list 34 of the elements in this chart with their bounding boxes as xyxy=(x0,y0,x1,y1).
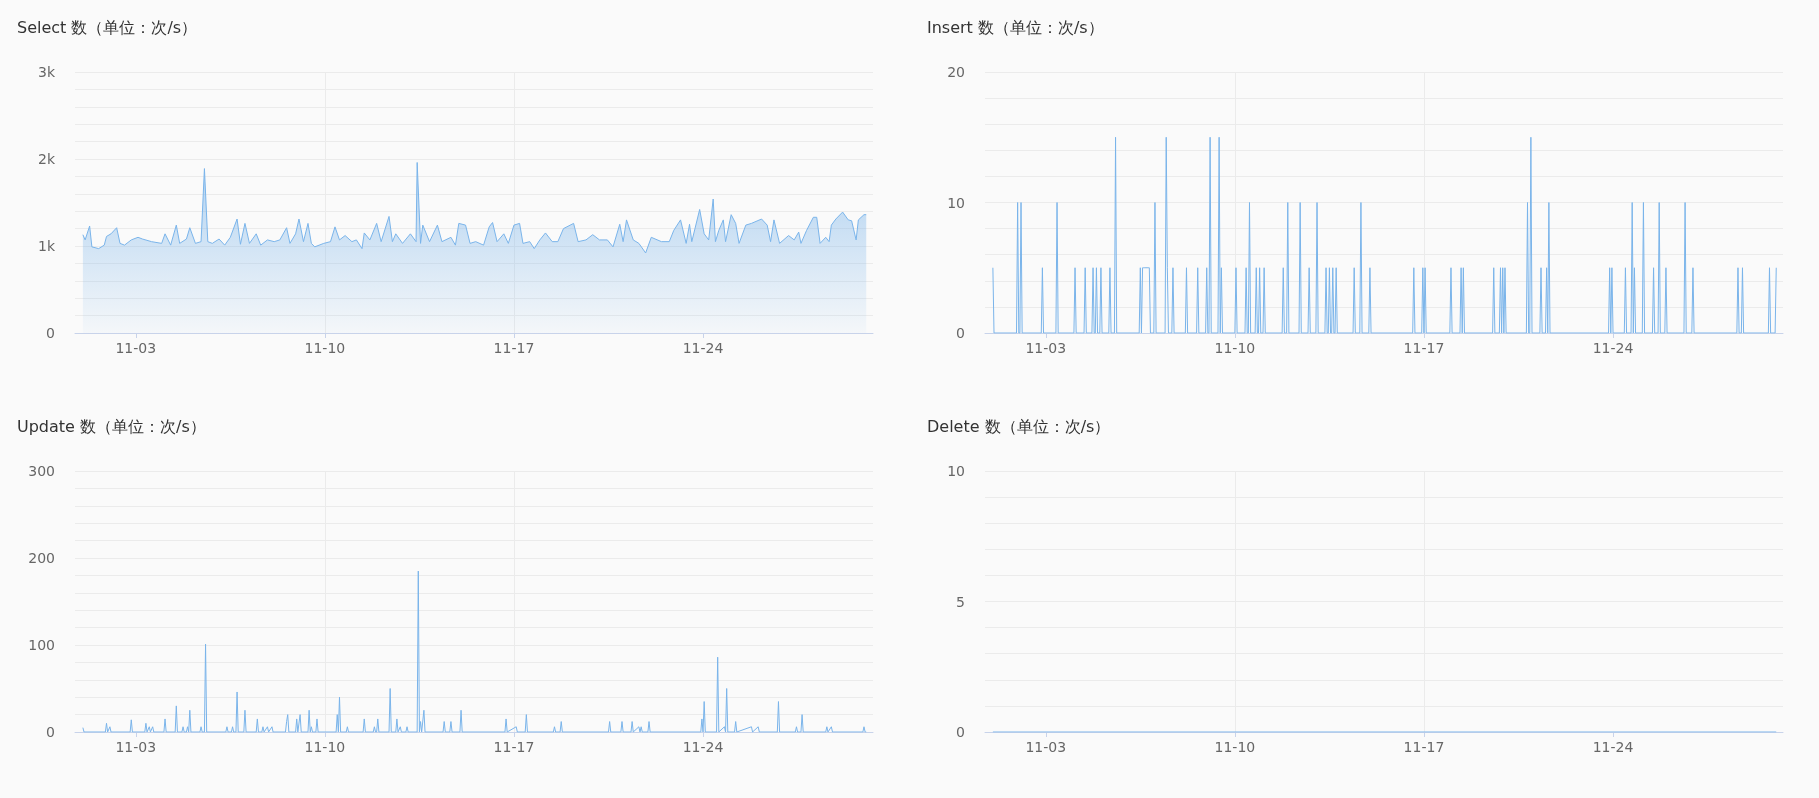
y-tick-label: 10 xyxy=(947,463,965,479)
x-tick-label: 11-24 xyxy=(1592,340,1634,356)
y-tick-label: 0 xyxy=(46,724,55,740)
x-tick-label: 11-10 xyxy=(1214,739,1256,755)
y-tick-label: 20 xyxy=(947,64,965,80)
x-tick-label: 11-03 xyxy=(1025,739,1067,755)
y-tick-label: 100 xyxy=(28,637,55,653)
x-tick-label: 11-24 xyxy=(682,739,724,755)
chart-title: Update 数（单位：次/s） xyxy=(17,416,206,436)
x-tick-label: 11-03 xyxy=(1025,340,1067,356)
y-tick-label: 0 xyxy=(956,724,965,740)
y-tick-label: 300 xyxy=(28,463,55,479)
y-tick-label: 1k xyxy=(37,238,56,254)
y-tick-label: 2k xyxy=(37,151,56,167)
chart-title: Insert 数（单位：次/s） xyxy=(927,17,1104,37)
y-tick-label: 0 xyxy=(956,325,965,341)
x-tick-label: 11-10 xyxy=(1214,340,1256,356)
x-tick-label: 11-17 xyxy=(1403,340,1445,356)
x-tick-label: 11-10 xyxy=(304,340,346,356)
y-tick-label: 200 xyxy=(28,550,55,566)
x-tick-label: 11-03 xyxy=(115,340,157,356)
y-tick-label: 5 xyxy=(956,593,965,610)
x-tick-label: 11-24 xyxy=(1592,739,1634,755)
x-tick-label: 11-17 xyxy=(1403,739,1445,755)
chart-title: Delete 数（单位：次/s） xyxy=(927,416,1111,436)
chart-title: Select 数（单位：次/s） xyxy=(17,17,198,37)
y-tick-label: 10 xyxy=(947,194,965,211)
y-tick-label: 3k xyxy=(37,64,56,80)
x-tick-label: 11-17 xyxy=(493,739,535,755)
x-tick-label: 11-10 xyxy=(304,739,346,755)
y-tick-label: 0 xyxy=(46,325,55,341)
x-tick-label: 11-17 xyxy=(493,340,535,356)
x-tick-label: 11-03 xyxy=(115,739,157,755)
x-tick-label: 11-24 xyxy=(682,340,724,356)
